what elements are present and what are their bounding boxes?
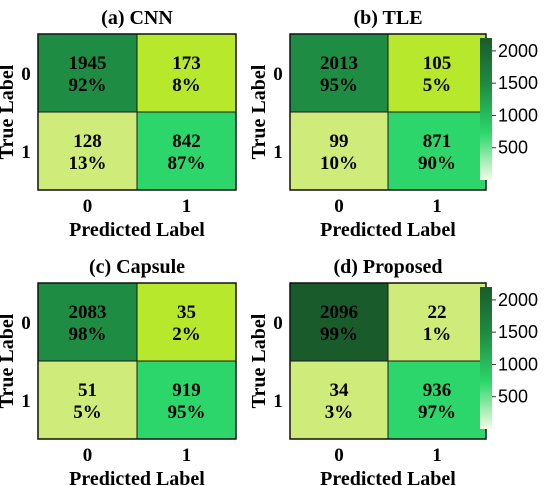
- cell-count: 2096: [320, 302, 358, 323]
- cell-percent: 98%: [69, 324, 107, 345]
- panel-title: (c) Capsule: [89, 256, 185, 278]
- colorbar-tick-label: 1500: [498, 73, 538, 93]
- x-tick-label: 0: [334, 196, 344, 217]
- cell-percent: 3%: [325, 402, 354, 423]
- y-tick-label: 1: [273, 142, 283, 163]
- x-axis-label: Predicted Label: [320, 468, 456, 486]
- x-tick-label: 0: [334, 445, 344, 466]
- y-tick-label: 0: [273, 64, 283, 85]
- y-tick-label: 1: [21, 142, 31, 163]
- cell-count: 936: [423, 380, 452, 401]
- matrix-cell-1-0: [37, 360, 138, 440]
- cell-percent: 2%: [172, 324, 201, 345]
- panel-title: (a) CNN: [101, 7, 173, 29]
- y-axis-label: True Label: [0, 313, 18, 408]
- matrix-cell-0-0: [37, 33, 138, 113]
- cell-percent: 99%: [320, 324, 358, 345]
- x-axis-label: Predicted Label: [69, 468, 205, 486]
- colorbar-tick-label: 1500: [498, 322, 538, 342]
- colorbar-tick-label: 1000: [498, 105, 538, 125]
- colorbar: 2000 1500 1000 500: [480, 287, 538, 429]
- cell-count: 34: [330, 380, 350, 401]
- matrix-cell-1-1: [387, 111, 487, 191]
- matrix-border: [37, 33, 237, 191]
- matrix-cell-1-0: [37, 111, 138, 191]
- x-axis-label: Predicted Label: [69, 219, 205, 241]
- x-tick-label: 1: [432, 445, 442, 466]
- cell-count: 22: [428, 302, 447, 323]
- y-tick-label: 1: [273, 391, 283, 412]
- cell-percent: 87%: [168, 153, 206, 174]
- matrix-cell-0-1: [387, 33, 487, 113]
- cell-percent: 5%: [423, 75, 452, 96]
- matrix-cell-0-1: [136, 282, 237, 362]
- matrix-cell-1-1: [387, 360, 487, 440]
- cell-count: 173: [172, 53, 201, 74]
- cell-count: 128: [73, 131, 102, 152]
- colorbar-tick-label: 2000: [498, 290, 538, 310]
- matrix-cell-1-1: [136, 111, 237, 191]
- cell-percent: 92%: [69, 75, 107, 96]
- x-tick-label: 1: [182, 196, 192, 217]
- cell-percent: 10%: [320, 153, 358, 174]
- matrix-cell-1-1: [136, 360, 237, 440]
- colorbar-tick-label: 1000: [498, 354, 538, 374]
- colorbar-gradient: [480, 287, 492, 429]
- y-tick-label: 0: [21, 64, 31, 85]
- cell-count: 919: [172, 380, 201, 401]
- cell-count: 2083: [69, 302, 107, 323]
- y-tick-label: 0: [273, 313, 283, 334]
- cell-count: 105: [423, 53, 452, 74]
- matrix-border: [37, 282, 237, 440]
- cell-count: 35: [177, 302, 196, 323]
- cell-percent: 1%: [423, 324, 452, 345]
- colorbar-gradient: [480, 38, 492, 180]
- colorbar-tick-label: 2000: [498, 41, 538, 61]
- colorbar-tick-label: 500: [498, 138, 528, 158]
- cell-percent: 90%: [418, 153, 456, 174]
- panel-title: (d) Proposed: [333, 256, 442, 278]
- cell-percent: 5%: [73, 402, 102, 423]
- cell-percent: 97%: [418, 402, 456, 423]
- y-axis-label: True Label: [0, 64, 18, 159]
- cell-count: 871: [423, 131, 452, 152]
- matrix-cell-0-0: [289, 282, 389, 362]
- y-tick-label: 1: [21, 391, 31, 412]
- colorbar: 2000 1500 1000 500: [480, 38, 538, 180]
- cell-count: 1945: [69, 53, 107, 74]
- cell-percent: 95%: [320, 75, 358, 96]
- cell-count: 2013: [320, 53, 358, 74]
- x-tick-label: 1: [432, 196, 442, 217]
- cell-count: 99: [330, 131, 349, 152]
- y-tick-label: 0: [21, 313, 31, 334]
- cell-percent: 13%: [69, 153, 107, 174]
- cell-percent: 95%: [168, 402, 206, 423]
- panel-title: (b) TLE: [353, 7, 422, 29]
- x-tick-label: 1: [182, 445, 192, 466]
- colorbar-tick-label: 500: [498, 387, 528, 407]
- y-axis-label: True Label: [248, 313, 270, 408]
- matrix-cell-1-0: [289, 360, 389, 440]
- cell-count: 842: [172, 131, 201, 152]
- x-axis-label: Predicted Label: [320, 219, 456, 241]
- x-tick-label: 0: [83, 445, 93, 466]
- y-axis-label: True Label: [248, 64, 270, 159]
- x-tick-label: 0: [83, 196, 93, 217]
- cell-count: 51: [78, 380, 97, 401]
- cell-percent: 8%: [172, 75, 201, 96]
- matrix-cell-0-1: [136, 33, 237, 113]
